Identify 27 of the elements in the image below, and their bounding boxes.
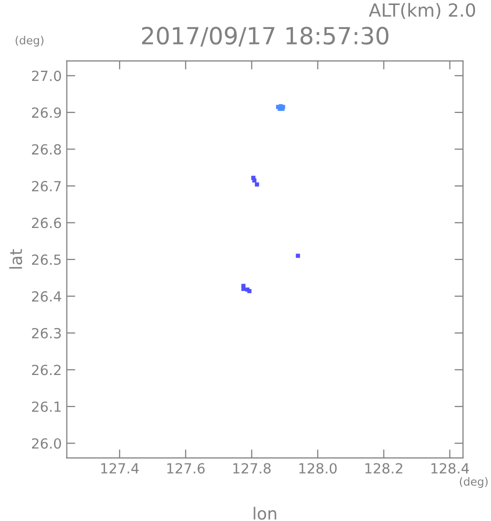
y-tick-label: 26.9 (32, 107, 61, 118)
y-tick-label: 26.6 (32, 218, 62, 228)
y-tick-label: 27.0 (32, 70, 61, 82)
point (251, 176, 256, 180)
y-tick-label: 26.5 (32, 254, 61, 265)
y-tick-label: 26.8 (32, 144, 61, 155)
y-tick-label: 26.7 (32, 180, 61, 192)
point (254, 182, 260, 187)
x-tick-label: 127.6 (167, 463, 205, 474)
x-axis-title: lon (254, 506, 276, 520)
x-tick-label: 127.8 (233, 463, 271, 474)
y-tick-label: 26.3 (32, 328, 61, 338)
point (296, 254, 300, 258)
y-tick-label: 26.0 (32, 438, 61, 449)
x-tick-label: 127.4 (101, 463, 139, 474)
x-tick-label: 128.2 (365, 463, 402, 474)
y-tick-label: 26.2 (32, 364, 61, 376)
y-tick-label: 26.4 (32, 291, 62, 302)
y-tick-label: 26.1 (32, 401, 61, 412)
chart-subtitle: ALT(km) 2.0 (368, 2, 476, 20)
point (241, 286, 246, 291)
y-axis-title: lat (9, 249, 22, 269)
chart-title: 2017/09/17 18:57:30 (142, 26, 388, 46)
text: (deg) (460, 477, 488, 488)
text: (deg) (16, 36, 44, 47)
x-tick-label: 128.0 (299, 463, 337, 474)
x-tick-label: 128.4 (431, 463, 469, 474)
